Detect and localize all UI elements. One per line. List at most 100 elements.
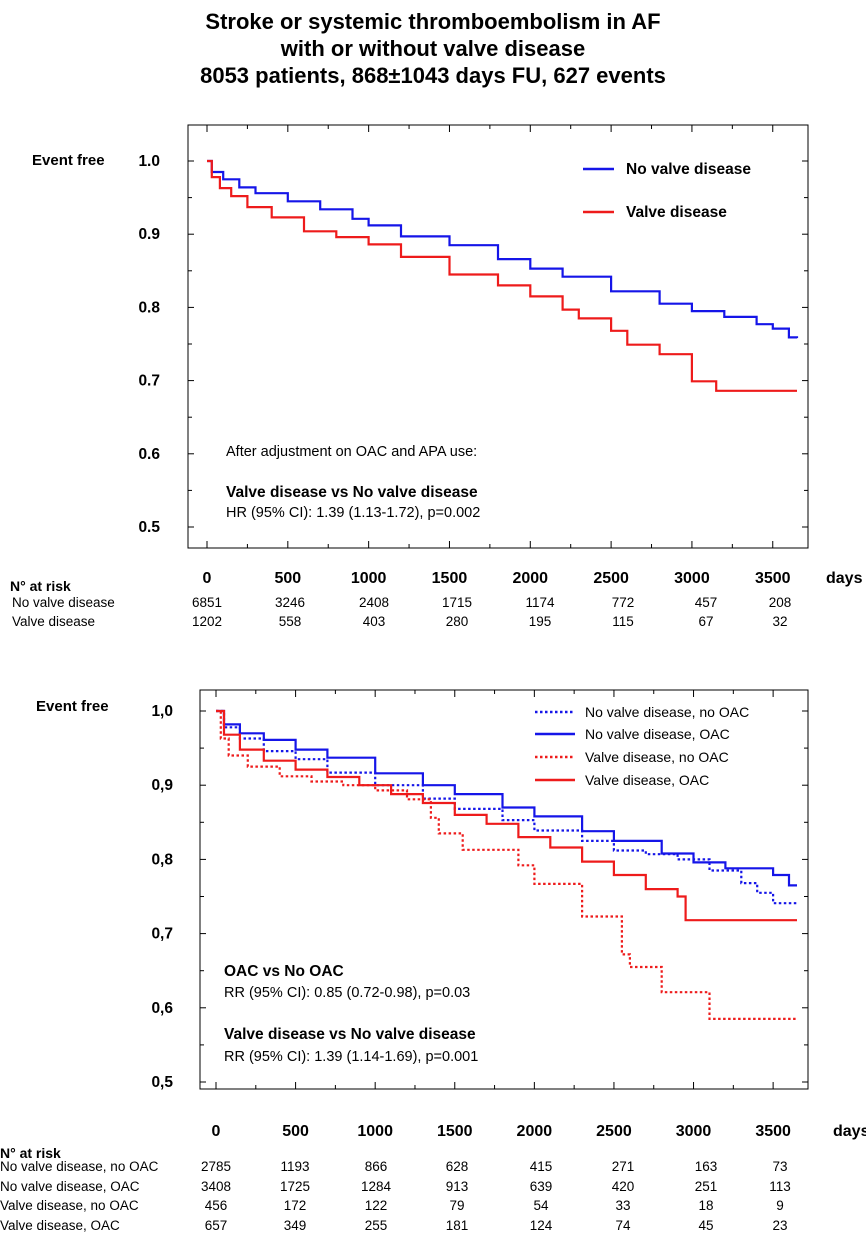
at-risk-row-label: Valve disease — [12, 614, 96, 629]
chart-bottom: 1,0 0,9 0,8 0,7 0,6 0,5 0 500 1000 1500 2000 2500 30… — [151, 689, 866, 1140]
at-risk-count: 181 — [445, 1217, 469, 1233]
series-line-0 — [216, 709, 797, 905]
at-risk-count: 866 — [364, 1159, 388, 1174]
at-risk-count: 3246 — [274, 595, 306, 610]
at-risk-count: 639 — [529, 1178, 553, 1194]
x-tick-label: 500 — [274, 570, 301, 587]
at-risk-count: 913 — [445, 1178, 469, 1194]
bottom-annotation-valve: Valve disease vs No valve disease — [224, 1026, 476, 1043]
page-title: Stroke or systemic thromboembolism in AF… — [0, 8, 866, 89]
bottom-annotation-oac-rr: RR (95% CI): 0.85 (0.72-0.98), p=0.03 — [224, 985, 471, 1001]
at-risk-count: 9 — [776, 1198, 784, 1213]
y-tick-label: 1.0 — [138, 153, 160, 170]
at-risk-count: 172 — [283, 1198, 307, 1213]
x-tick-label: 0 — [203, 570, 212, 587]
top-annotation-hr: HR (95% CI): 1.39 (1.13-1.72), p=0.002 — [226, 505, 481, 521]
at-risk-count: 195 — [528, 614, 552, 629]
at-risk-count: 457 — [694, 595, 718, 610]
at-risk-count: 558 — [278, 614, 302, 629]
at-risk-count: 420 — [611, 1178, 635, 1194]
series-line-0 — [207, 159, 799, 339]
at-risk-count: 628 — [445, 1159, 469, 1174]
title-line-3: 8053 patients, 868±1043 days FU, 627 eve… — [200, 63, 666, 88]
at-risk-count: 349 — [283, 1217, 307, 1233]
at-risk-count: 1725 — [279, 1178, 311, 1194]
x-tick-label: 3000 — [676, 1123, 712, 1140]
at-risk-count: 124 — [529, 1217, 553, 1233]
bottom-annotation-oac: OAC vs No OAC — [224, 963, 344, 980]
y-tick-label: 0,9 — [151, 777, 173, 794]
at-risk-row-label: No valve disease, OAC — [0, 1178, 140, 1194]
at-risk-count: 415 — [529, 1159, 553, 1174]
at-risk-row-label: No valve disease — [12, 595, 115, 610]
legend-label-1: Valve disease — [626, 204, 727, 221]
x-axis-label: days — [833, 1123, 866, 1140]
at-risk-count: 1715 — [441, 595, 473, 610]
at-risk-count: 115 — [612, 614, 634, 629]
legend-label-2: Valve disease, no OAC — [585, 749, 729, 765]
at-risk-count: 54 — [533, 1198, 549, 1213]
at-risk-count: 255 — [364, 1217, 388, 1233]
at-risk-count: 456 — [204, 1198, 228, 1213]
at-risk-count: 1202 — [191, 614, 223, 629]
at-risk-count: 45 — [698, 1217, 714, 1233]
top-y-axis-label: Event free — [32, 152, 105, 169]
at-risk-count: 113 — [769, 1178, 791, 1194]
at-risk-count: 122 — [364, 1198, 388, 1213]
x-tick-label: 3500 — [755, 1123, 791, 1140]
top-annotation-comparison: Valve disease vs No valve disease — [226, 484, 478, 501]
y-tick-label: 0.9 — [138, 226, 160, 243]
at-risk-count: 67 — [698, 614, 714, 629]
x-tick-label: 2000 — [512, 570, 548, 587]
at-risk-count: 251 — [694, 1178, 718, 1194]
plot-frame — [187, 124, 809, 549]
x-tick-label: 1500 — [432, 570, 468, 587]
at-risk-count: 3408 — [200, 1178, 232, 1194]
series-line-1 — [207, 159, 797, 392]
plot-frame — [199, 689, 809, 1090]
at-risk-count: 6851 — [191, 595, 223, 610]
chart-top: 1.0 0.9 0.8 0.7 0.6 0.5 0 500 1000 1500 2000 2500 30… — [138, 124, 863, 587]
x-tick-label: 3000 — [674, 570, 710, 587]
bottom-at-risk-header: N° at risk — [0, 1145, 61, 1161]
at-risk-count: 73 — [772, 1159, 788, 1174]
legend-label-0: No valve disease, no OAC — [585, 704, 749, 720]
bottom-y-axis-label: Event free — [36, 698, 109, 715]
at-risk-count: 403 — [362, 614, 386, 629]
x-tick-label: 2500 — [593, 570, 629, 587]
at-risk-count: 18 — [698, 1198, 714, 1213]
at-risk-row-label: Valve disease, no OAC — [0, 1198, 139, 1213]
title-line-2: with or without valve disease — [280, 36, 586, 61]
at-risk-count: 271 — [611, 1159, 635, 1174]
at-risk-count: 32 — [772, 614, 788, 629]
y-tick-label: 1,0 — [151, 703, 173, 720]
y-tick-label: 0.5 — [138, 519, 160, 536]
x-tick-label: 0 — [212, 1123, 221, 1140]
at-risk-count: 74 — [615, 1217, 631, 1233]
at-risk-count: 772 — [611, 595, 635, 610]
x-tick-label: 2000 — [517, 1123, 553, 1140]
x-tick-label: 1000 — [357, 1123, 393, 1140]
at-risk-count: 2785 — [200, 1159, 232, 1174]
x-tick-label: 2500 — [596, 1123, 632, 1140]
at-risk-count: 163 — [694, 1159, 718, 1174]
series-line-3 — [216, 709, 797, 922]
y-tick-label: 0,6 — [151, 1000, 173, 1017]
y-tick-label: 0,5 — [151, 1074, 173, 1091]
at-risk-count: 657 — [204, 1217, 228, 1233]
x-tick-label: 500 — [282, 1123, 309, 1140]
at-risk-count: 208 — [768, 595, 792, 610]
at-risk-count: 79 — [449, 1198, 465, 1213]
x-tick-label: 3500 — [755, 570, 791, 587]
x-tick-label: 1500 — [437, 1123, 473, 1140]
legend-label-0: No valve disease — [626, 161, 751, 178]
y-tick-label: 0.7 — [138, 373, 160, 390]
at-risk-count: 1174 — [525, 595, 555, 610]
y-tick-label: 0,8 — [151, 851, 173, 868]
x-axis-label: days — [826, 570, 863, 587]
x-tick-label: 1000 — [351, 570, 387, 587]
y-tick-label: 0.6 — [138, 446, 160, 463]
at-risk-count: 1193 — [280, 1159, 310, 1174]
at-risk-count: 33 — [615, 1198, 631, 1213]
